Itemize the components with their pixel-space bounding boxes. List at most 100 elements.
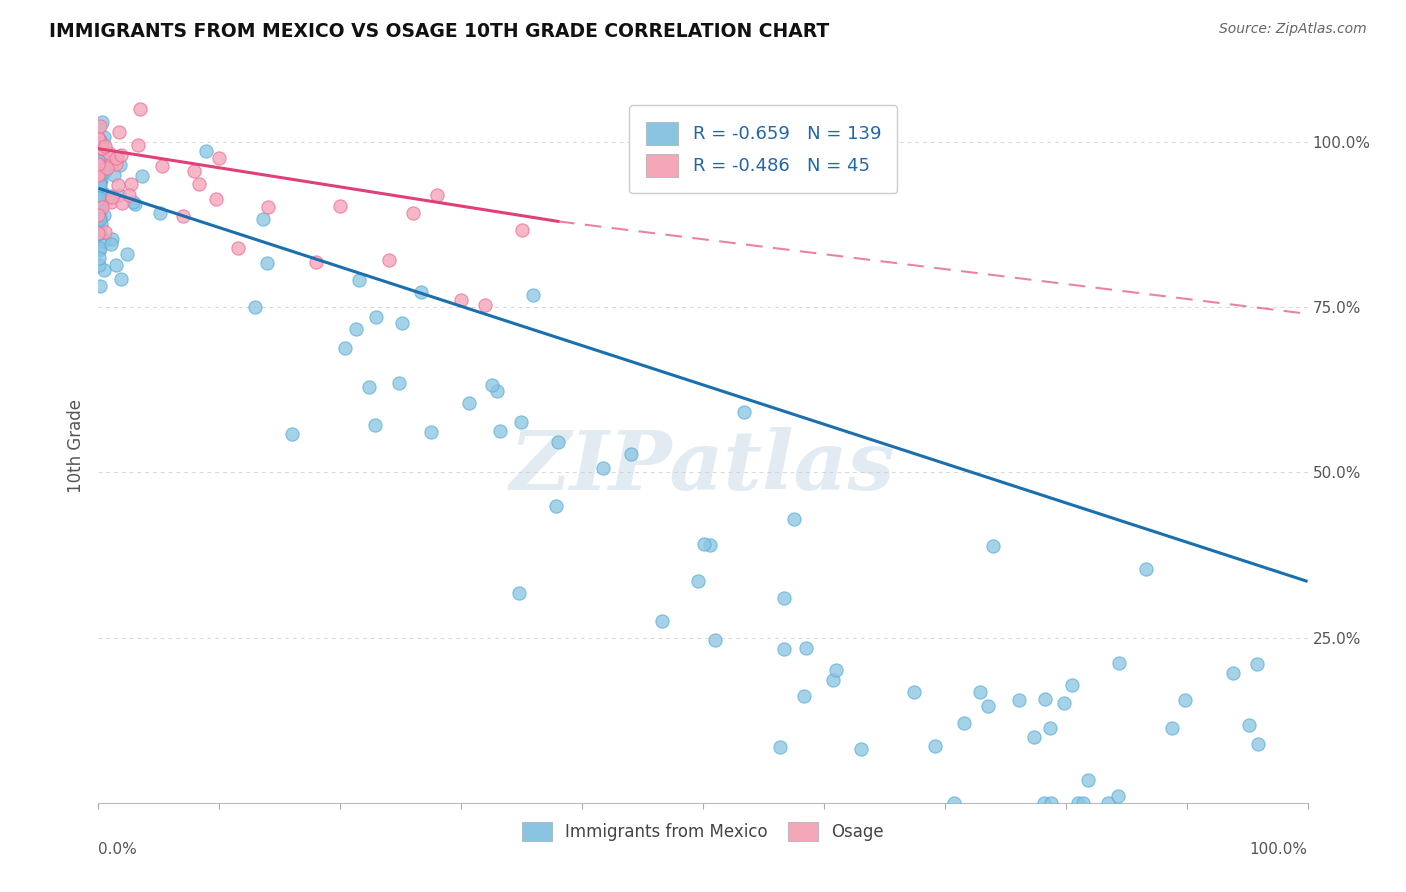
Point	[87, 227, 110, 242]
Text: ZIPatlas: ZIPatlas	[510, 427, 896, 508]
Point	[1071, 796, 1094, 810]
Point	[688, 574, 710, 588]
Point	[281, 427, 304, 442]
Point	[256, 201, 278, 215]
Point	[474, 297, 496, 311]
Point	[547, 434, 569, 449]
Point	[110, 148, 132, 162]
Point	[458, 396, 481, 410]
Point	[252, 211, 274, 226]
Point	[90, 173, 112, 187]
Point	[87, 168, 110, 182]
Point	[96, 191, 118, 205]
Point	[943, 796, 966, 810]
Point	[977, 699, 1000, 714]
Point	[87, 193, 110, 207]
Point	[87, 162, 110, 177]
Point	[89, 195, 111, 210]
Point	[90, 217, 112, 231]
Point	[693, 537, 716, 551]
Point	[969, 684, 991, 698]
Point	[89, 152, 111, 166]
Point	[118, 188, 141, 202]
Point	[127, 138, 149, 153]
Point	[329, 198, 352, 212]
Point	[91, 115, 114, 129]
Point	[90, 153, 112, 167]
Point	[100, 194, 122, 209]
Point	[419, 425, 441, 440]
Point	[1135, 562, 1157, 576]
Point	[107, 178, 129, 193]
Point	[87, 132, 110, 146]
Point	[1033, 796, 1056, 810]
Point	[101, 188, 124, 202]
Point	[93, 130, 115, 145]
Point	[172, 209, 194, 223]
Point	[344, 321, 367, 335]
Point	[93, 263, 115, 277]
Point	[195, 144, 218, 158]
Point	[1077, 772, 1099, 787]
Point	[87, 170, 110, 185]
Point	[256, 255, 278, 269]
Point	[823, 673, 845, 687]
Point	[87, 244, 110, 258]
Point	[89, 211, 111, 226]
Text: 0.0%: 0.0%	[98, 842, 138, 857]
Point	[481, 377, 503, 392]
Point	[402, 206, 425, 220]
Point	[411, 285, 433, 300]
Point	[1174, 693, 1197, 707]
Point	[347, 273, 370, 287]
Point	[333, 341, 356, 355]
Point	[793, 689, 815, 703]
Point	[699, 538, 721, 552]
Point	[208, 151, 231, 165]
Point	[87, 208, 110, 222]
Point	[150, 159, 173, 173]
Point	[89, 133, 111, 147]
Point	[87, 208, 110, 222]
Point	[510, 223, 533, 237]
Point	[89, 178, 111, 192]
Point	[1060, 678, 1083, 692]
Point	[87, 176, 110, 190]
Point	[205, 192, 228, 206]
Point	[121, 194, 143, 209]
Legend: Immigrants from Mexico, Osage: Immigrants from Mexico, Osage	[516, 815, 890, 848]
Point	[1040, 796, 1063, 810]
Point	[107, 151, 129, 165]
Point	[87, 204, 110, 219]
Point	[87, 130, 110, 145]
Point	[1247, 738, 1270, 752]
Point	[89, 163, 111, 178]
Point	[508, 585, 530, 599]
Point	[89, 279, 111, 293]
Point	[89, 211, 111, 226]
Point	[89, 187, 111, 202]
Point	[87, 168, 110, 182]
Point	[87, 204, 110, 219]
Point	[87, 187, 110, 202]
Point	[794, 641, 817, 656]
Point	[87, 226, 110, 240]
Point	[1097, 796, 1119, 810]
Point	[91, 196, 114, 211]
Point	[377, 253, 399, 268]
Point	[903, 684, 925, 698]
Point	[91, 186, 114, 200]
Point	[87, 121, 110, 136]
Point	[104, 258, 127, 272]
Point	[651, 614, 673, 628]
Point	[1108, 657, 1130, 671]
Point	[91, 147, 114, 161]
Point	[124, 197, 146, 211]
Point	[87, 258, 110, 272]
Point	[769, 739, 792, 754]
Point	[183, 163, 205, 178]
Point	[89, 149, 111, 163]
Point	[89, 137, 111, 152]
Point	[87, 157, 110, 171]
Point	[120, 178, 142, 192]
